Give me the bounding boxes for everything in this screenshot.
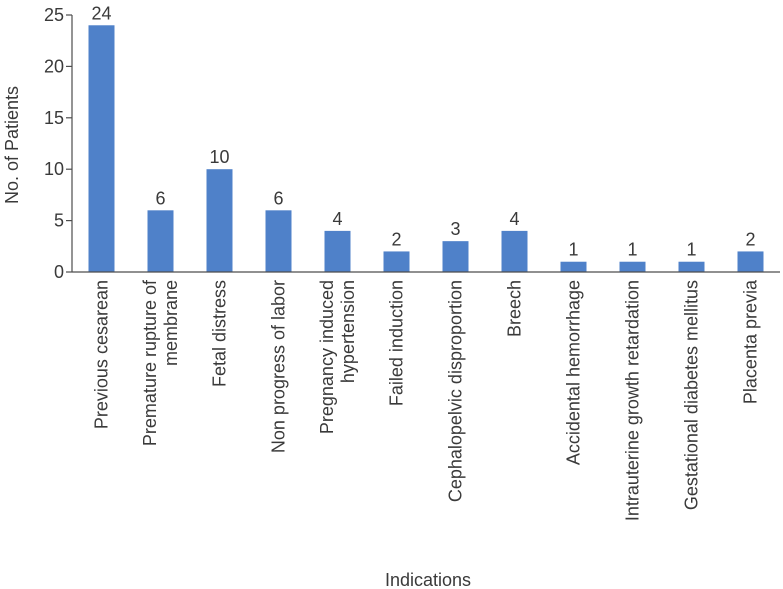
bar-value-label: 2 — [745, 229, 755, 249]
bar — [442, 241, 469, 272]
x-category-label: Breech — [505, 280, 525, 337]
x-category-label-line: membrane — [161, 280, 181, 366]
y-axis-title: No. of Patients — [2, 86, 22, 204]
x-category-label-line: hypertension — [338, 280, 358, 383]
x-category-label-line: Premature rupture of — [140, 279, 160, 446]
x-axis: Previous cesarean Premature rupture ofmem… — [72, 271, 780, 521]
y-tick-label: 0 — [54, 262, 64, 282]
x-category-label-line: Fetal distress — [210, 280, 230, 387]
bars: 24 6 10 6 4 2 3 4 1 1 1 2 — [88, 3, 764, 273]
bar — [560, 261, 587, 272]
bar — [383, 251, 410, 272]
x-category-label-line: Breech — [505, 280, 525, 337]
bar — [501, 230, 528, 272]
x-category-label: Accidental hemorrhage — [564, 280, 584, 465]
x-category-label-line: Intrauterine growth retardation — [623, 280, 643, 521]
bar-value-label: 1 — [627, 240, 637, 260]
x-category-label-line: Cephalopelvic disproportion — [446, 280, 466, 502]
bar-value-label: 3 — [450, 219, 460, 239]
x-axis-title: Indications — [385, 570, 471, 589]
x-category-label-line: Placenta previa — [741, 279, 761, 404]
x-category-label: Gestational diabetes mellitus — [682, 280, 702, 510]
y-tick-label: 20 — [44, 56, 64, 76]
bar-value-label: 2 — [391, 229, 401, 249]
bar — [324, 230, 351, 272]
bar-value-label: 4 — [509, 209, 519, 229]
bar — [265, 210, 292, 272]
bar — [619, 261, 646, 272]
bar — [206, 169, 233, 272]
x-category-label: Intrauterine growth retardation — [623, 280, 643, 521]
x-category-label-line: Accidental hemorrhage — [564, 280, 584, 465]
bar — [737, 251, 764, 272]
bar-value-label: 4 — [332, 209, 342, 229]
y-axis: 0 5 10 15 20 25 — [44, 5, 73, 282]
x-category-label-line: Non progress of labor — [269, 280, 289, 453]
y-tick-label: 15 — [44, 108, 64, 128]
x-category-label-line: Pregnancy induced — [317, 280, 337, 434]
bar-value-label: 6 — [155, 188, 165, 208]
x-category-label-line: Failed induction — [387, 280, 407, 406]
bar-value-label: 1 — [686, 240, 696, 260]
x-category-label: Non progress of labor — [269, 280, 289, 453]
x-category-label: Fetal distress — [210, 280, 230, 387]
x-category-label: Placenta previa — [741, 279, 761, 404]
bar — [88, 25, 115, 273]
x-category-label-line: Previous cesarean — [92, 280, 112, 429]
y-tick-label: 25 — [44, 5, 64, 25]
y-tick-label: 5 — [54, 211, 64, 231]
x-category-label: Pregnancy inducedhypertension — [317, 280, 358, 434]
x-category-label: Premature rupture ofmembrane — [140, 279, 181, 446]
bar-value-label: 10 — [209, 147, 229, 167]
bar-value-label: 1 — [568, 240, 578, 260]
x-category-label: Failed induction — [387, 280, 407, 406]
bar — [678, 261, 705, 272]
bar-value-label: 24 — [91, 3, 111, 23]
x-category-label: Cephalopelvic disproportion — [446, 280, 466, 502]
x-category-label: Previous cesarean — [92, 280, 112, 429]
bar-value-label: 6 — [273, 188, 283, 208]
x-category-label-line: Gestational diabetes mellitus — [682, 280, 702, 510]
y-tick-label: 10 — [44, 159, 64, 179]
bar — [147, 210, 174, 272]
